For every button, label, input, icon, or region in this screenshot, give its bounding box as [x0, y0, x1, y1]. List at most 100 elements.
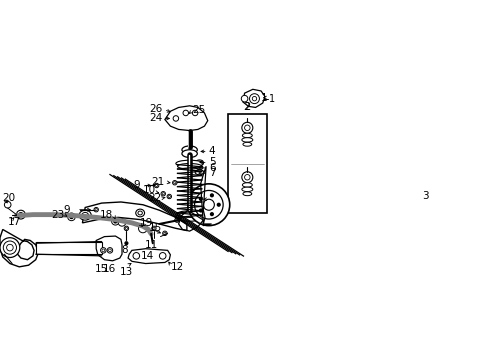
Circle shape	[244, 175, 249, 180]
Text: 3: 3	[421, 192, 428, 202]
Circle shape	[19, 212, 23, 217]
Circle shape	[155, 184, 158, 186]
Text: 23: 23	[52, 210, 65, 220]
Ellipse shape	[242, 183, 252, 187]
Circle shape	[4, 202, 11, 208]
Ellipse shape	[242, 187, 252, 192]
Ellipse shape	[195, 170, 203, 175]
Text: 6: 6	[208, 163, 215, 173]
Ellipse shape	[177, 211, 202, 217]
Circle shape	[154, 183, 159, 188]
Ellipse shape	[175, 213, 203, 221]
Circle shape	[108, 249, 111, 252]
Ellipse shape	[138, 211, 142, 215]
Circle shape	[17, 210, 25, 219]
Circle shape	[94, 207, 98, 212]
Text: 2: 2	[244, 103, 250, 112]
Circle shape	[67, 213, 75, 221]
Circle shape	[163, 231, 167, 235]
Ellipse shape	[79, 210, 91, 220]
Ellipse shape	[177, 163, 202, 169]
Circle shape	[244, 125, 249, 131]
Text: 24: 24	[148, 113, 162, 123]
Text: 8: 8	[121, 245, 127, 255]
Circle shape	[152, 227, 155, 229]
Text: 2: 2	[243, 102, 249, 112]
Text: 15: 15	[148, 223, 162, 233]
Circle shape	[101, 248, 106, 253]
Text: 20: 20	[3, 193, 16, 203]
Circle shape	[70, 215, 73, 219]
Circle shape	[138, 224, 147, 233]
Ellipse shape	[182, 146, 197, 154]
Text: 13: 13	[120, 267, 133, 277]
Text: 1: 1	[261, 93, 267, 103]
Text: 5: 5	[208, 157, 215, 167]
Ellipse shape	[182, 150, 197, 157]
Circle shape	[194, 190, 223, 219]
Ellipse shape	[242, 138, 252, 142]
Text: 7: 7	[208, 168, 215, 179]
Ellipse shape	[195, 160, 203, 165]
Text: 21: 21	[151, 177, 164, 186]
Circle shape	[133, 253, 139, 259]
Circle shape	[199, 198, 202, 200]
Ellipse shape	[196, 165, 203, 170]
Circle shape	[168, 195, 170, 198]
Bar	[227, 114, 266, 213]
Circle shape	[252, 96, 256, 101]
Text: 9: 9	[63, 205, 70, 215]
Circle shape	[174, 218, 179, 222]
Text: 25: 25	[192, 105, 205, 114]
Text: 4: 4	[208, 146, 215, 156]
Circle shape	[173, 116, 178, 121]
Circle shape	[162, 193, 164, 195]
Circle shape	[242, 172, 252, 183]
Text: 17: 17	[8, 217, 21, 227]
Circle shape	[118, 219, 125, 226]
Circle shape	[151, 226, 156, 230]
Circle shape	[159, 253, 165, 259]
Circle shape	[199, 209, 202, 212]
Circle shape	[102, 249, 104, 252]
Ellipse shape	[136, 209, 144, 217]
Circle shape	[187, 184, 229, 226]
Circle shape	[111, 217, 119, 225]
Circle shape	[183, 110, 188, 116]
Text: 18: 18	[99, 210, 112, 220]
Ellipse shape	[243, 142, 251, 146]
Circle shape	[0, 238, 20, 257]
Circle shape	[125, 242, 127, 244]
Text: 1: 1	[268, 94, 274, 104]
Circle shape	[161, 192, 165, 196]
Circle shape	[172, 181, 177, 185]
Circle shape	[107, 248, 112, 253]
Ellipse shape	[242, 133, 252, 138]
Circle shape	[167, 194, 171, 199]
Circle shape	[173, 182, 176, 184]
Text: 19: 19	[140, 218, 153, 228]
Text: 15: 15	[95, 264, 108, 274]
Circle shape	[95, 208, 97, 211]
Text: 10: 10	[142, 185, 155, 195]
Circle shape	[176, 219, 178, 221]
Circle shape	[210, 194, 213, 197]
Circle shape	[217, 203, 220, 206]
Ellipse shape	[243, 192, 251, 196]
Circle shape	[114, 220, 117, 223]
Text: 26: 26	[149, 104, 163, 113]
Ellipse shape	[81, 212, 88, 218]
Text: 12: 12	[170, 262, 183, 272]
Circle shape	[3, 241, 17, 254]
Circle shape	[241, 95, 247, 102]
Text: 11: 11	[145, 240, 158, 251]
Circle shape	[192, 110, 198, 116]
Circle shape	[242, 122, 252, 133]
Text: 9: 9	[133, 180, 140, 190]
Circle shape	[125, 227, 127, 229]
Bar	[36, 242, 102, 254]
Circle shape	[210, 213, 213, 216]
Text: 22: 22	[147, 193, 161, 203]
Circle shape	[203, 199, 214, 210]
Circle shape	[124, 226, 128, 230]
